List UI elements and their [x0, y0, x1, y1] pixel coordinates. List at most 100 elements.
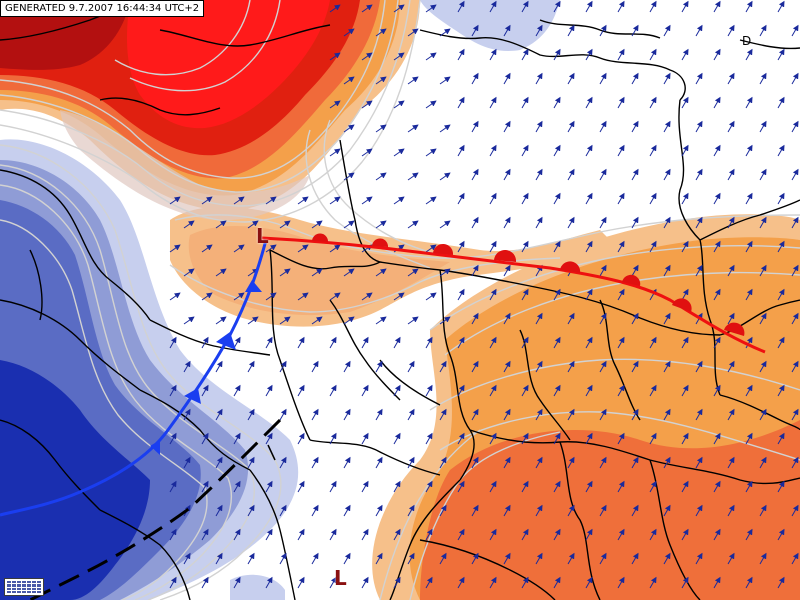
- wind-arrow-icon: [169, 432, 177, 445]
- wind-arrow-icon: [265, 384, 273, 397]
- wind-arrow-icon: [503, 456, 511, 469]
- wind-arrow-icon: [503, 264, 511, 277]
- wind-arrow-icon: [457, 384, 465, 397]
- wind-arrow-icon: [745, 576, 753, 589]
- wind-arrow-icon: [183, 408, 191, 421]
- wind-arrow-icon: [279, 316, 291, 325]
- wind-arrow-icon: [343, 504, 351, 517]
- wind-arrow-icon: [425, 432, 433, 445]
- wind-arrow-icon: [183, 456, 191, 469]
- wind-arrow-icon: [471, 24, 479, 37]
- wind-arrow-icon: [279, 360, 287, 373]
- wind-arrow-icon: [681, 240, 689, 253]
- wind-arrow-icon: [343, 360, 351, 373]
- wind-arrow-icon: [599, 168, 607, 181]
- wind-arrow-icon: [183, 360, 191, 373]
- wind-arrow-icon: [617, 192, 625, 205]
- wind-arrow-icon: [599, 264, 607, 277]
- wind-arrow-icon: [745, 528, 753, 541]
- wind-arrow-icon: [727, 168, 735, 181]
- wind-arrow-icon: [361, 528, 369, 541]
- wind-arrow-icon: [407, 124, 419, 133]
- wind-arrow-icon: [169, 292, 181, 301]
- wind-arrow-icon: [663, 24, 671, 37]
- wind-arrow-icon: [521, 288, 529, 301]
- wind-arrow-icon: [585, 144, 593, 157]
- wind-arrow-icon: [631, 360, 639, 373]
- wind-arrow-icon: [329, 4, 341, 13]
- wind-arrow-icon: [521, 384, 529, 397]
- wind-arrow-icon: [585, 432, 593, 445]
- wind-arrow-icon: [663, 360, 671, 373]
- wind-arrow-icon: [535, 120, 543, 133]
- wind-arrow-icon: [407, 316, 419, 325]
- wind-arrow-icon: [649, 240, 657, 253]
- wind-arrow-icon: [393, 576, 401, 589]
- wind-arrow-icon: [585, 240, 593, 253]
- wind-arrow-icon: [425, 196, 437, 205]
- wind-arrow-icon: [521, 48, 529, 61]
- wind-arrow-icon: [471, 408, 479, 421]
- wind-arrow-icon: [791, 408, 799, 421]
- wind-arrow-icon: [297, 432, 305, 445]
- wind-arrow-icon: [407, 76, 419, 85]
- wind-arrow-icon: [713, 336, 721, 349]
- wind-arrow-icon: [279, 268, 291, 277]
- wind-arrow-icon: [297, 576, 305, 589]
- wind-arrow-icon: [247, 220, 259, 229]
- wind-arrow-icon: [343, 456, 351, 469]
- wind-arrow-icon: [247, 456, 255, 469]
- wind-arrow-icon: [375, 268, 387, 277]
- wind-arrow-icon: [375, 504, 383, 517]
- wind-arrow-icon: [183, 268, 195, 277]
- wind-arrow-icon: [425, 384, 433, 397]
- wind-arrow-icon: [471, 312, 479, 325]
- cold-patch-north: [420, 0, 560, 51]
- wind-arrow-icon: [503, 552, 511, 565]
- wind-arrow-icon: [425, 52, 437, 61]
- wind-arrow-icon: [617, 144, 625, 157]
- wind-arrow-icon: [617, 96, 625, 109]
- wind-arrow-icon: [233, 432, 241, 445]
- wind-arrow-icon: [663, 264, 671, 277]
- wind-arrow-icon: [169, 384, 177, 397]
- wind-arrow-icon: [727, 504, 735, 517]
- wind-arrow-icon: [215, 552, 223, 565]
- wind-arrow-icon: [535, 72, 543, 85]
- wind-arrow-icon: [247, 408, 255, 421]
- wind-arrow-icon: [215, 408, 223, 421]
- wind-arrow-icon: [585, 576, 593, 589]
- wind-arrow-icon: [521, 432, 529, 445]
- wind-arrow-icon: [777, 0, 785, 13]
- wind-arrow-icon: [585, 0, 593, 13]
- wind-arrow-icon: [649, 0, 657, 13]
- wind-arrow-icon: [535, 456, 543, 469]
- wind-arrow-icon: [599, 24, 607, 37]
- wind-arrow-icon: [681, 288, 689, 301]
- wind-arrow-icon: [201, 292, 213, 301]
- wind-arrow-icon: [361, 196, 373, 205]
- wind-arrow-icon: [617, 336, 625, 349]
- wind-arrow-icon: [457, 480, 465, 493]
- wind-arrow-icon: [681, 336, 689, 349]
- wind-arrow-icon: [343, 172, 355, 181]
- wind-arrow-icon: [631, 168, 639, 181]
- wind-arrow-icon: [695, 72, 703, 85]
- wind-vector-field: [169, 0, 799, 589]
- wind-arrow-icon: [329, 148, 341, 157]
- wind-arrow-icon: [585, 528, 593, 541]
- wind-arrow-icon: [393, 384, 401, 397]
- wind-arrow-icon: [361, 480, 369, 493]
- wind-arrow-icon: [599, 312, 607, 325]
- wind-arrow-icon: [169, 196, 181, 205]
- wind-arrow-icon: [215, 456, 223, 469]
- wind-arrow-icon: [489, 192, 497, 205]
- wind-arrow-icon: [617, 48, 625, 61]
- wind-arrow-icon: [311, 220, 323, 229]
- wind-arrow-icon: [617, 240, 625, 253]
- legend-grid-icon[interactable]: [4, 578, 44, 596]
- wind-arrow-icon: [553, 192, 561, 205]
- wind-arrow-icon: [713, 576, 721, 589]
- wind-arrow-icon: [201, 196, 213, 205]
